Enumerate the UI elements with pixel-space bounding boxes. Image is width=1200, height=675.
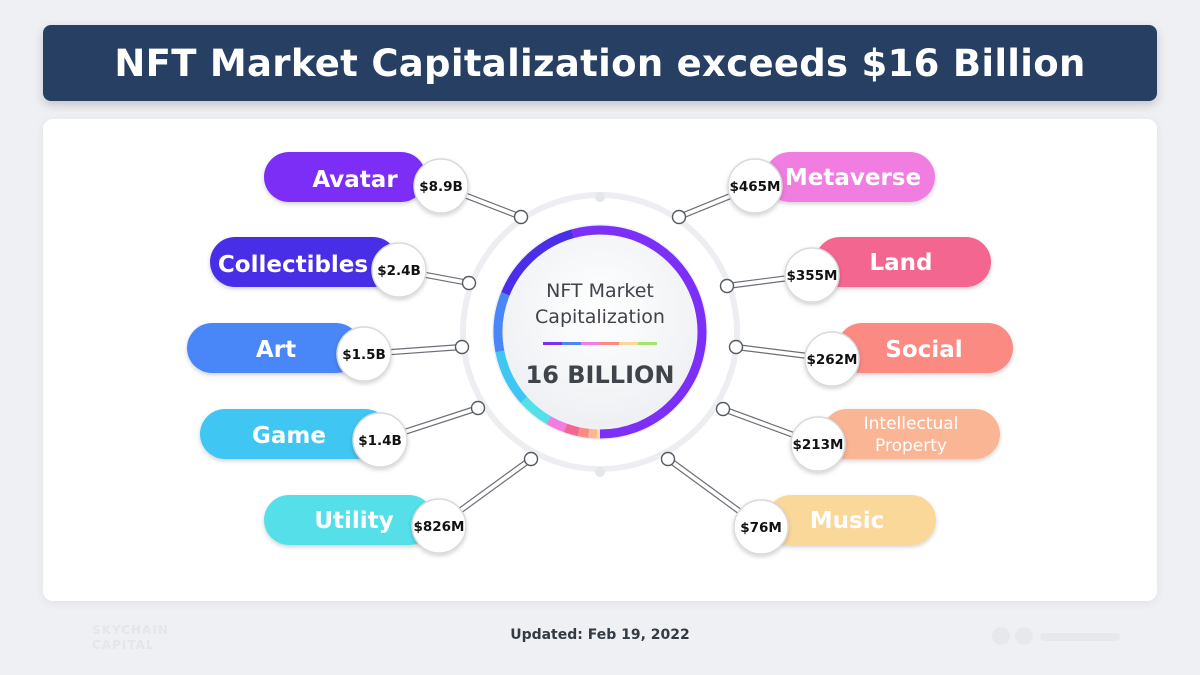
value-badge-utility (411, 498, 467, 554)
value-label-metaverse: $465M (729, 179, 780, 195)
ring-knob-top (595, 192, 605, 202)
social-handle-watermark (988, 624, 1138, 650)
value-label-game: $1.4B (358, 433, 402, 449)
ring-knob-bottom (595, 467, 605, 477)
pill-label-music: Music (810, 508, 884, 534)
pill-label-intellectual-property: Intellectual (864, 414, 959, 434)
value-badge-intellectual-property (790, 416, 846, 472)
social-icon (992, 627, 1010, 645)
donut-slice-utility (520, 396, 552, 425)
handle-placeholder (1040, 633, 1120, 641)
value-badge-music (733, 499, 789, 555)
connector-dot-collectibles (461, 275, 477, 291)
connector-dot-social (728, 339, 744, 355)
center-divider-segment (619, 342, 638, 345)
pill-label-metaverse: Metaverse (785, 165, 921, 191)
value-label-collectibles: $2.4B (377, 263, 421, 279)
updated-date: Updated: Feb 19, 2022 (510, 627, 690, 643)
pill-metaverse (765, 152, 935, 202)
donut-slice-avatar (571, 225, 707, 439)
pill-utility (264, 495, 434, 545)
donut-slice-art (493, 292, 510, 353)
value-badge-collectibles (371, 242, 427, 298)
value-label-social: $262M (806, 352, 857, 368)
title-banner: NFT Market Capitalization exceeds $16 Bi… (43, 25, 1157, 101)
donut-slice-intellectual-property (588, 428, 598, 439)
value-label-land: $355M (786, 268, 837, 284)
pill-label-art: Art (256, 337, 296, 363)
value-badge-art (336, 326, 392, 382)
connector-dot-intellectual-property (715, 401, 731, 417)
value-badge-avatar (413, 158, 469, 214)
connector-dot-avatar (513, 209, 529, 225)
pill-art (187, 323, 361, 373)
center-value: 16 BILLION (526, 361, 675, 389)
pill-music (766, 495, 936, 545)
watermark-line-1: SKYCHAIN (92, 623, 169, 637)
center-divider-segment (543, 342, 562, 345)
pill-label-avatar: Avatar (312, 167, 398, 193)
pill-label-collectibles: Collectibles (218, 252, 368, 278)
connector-dot-land (719, 278, 735, 294)
pill-label-utility: Utility (314, 508, 393, 534)
pill-label-land: Land (869, 250, 932, 276)
value-label-intellectual-property: $213M (792, 437, 843, 453)
donut-slice-game (495, 350, 528, 403)
value-badge-social (804, 331, 860, 387)
pill-land (815, 237, 991, 287)
skychain-logo-watermark: SKYCHAIN CAPITAL (62, 621, 202, 655)
pill-game (200, 409, 390, 459)
pill-avatar (264, 152, 426, 202)
donut-slice-collectibles (501, 229, 575, 296)
connector-dot-music (660, 451, 676, 467)
donut-slice-land (563, 423, 580, 437)
value-badge-land (784, 247, 840, 303)
pill-collectibles (210, 237, 398, 287)
pill-label-social: Social (885, 337, 962, 363)
center-label-line-1: NFT Market (546, 280, 654, 302)
value-badge-metaverse (727, 158, 783, 214)
connector-dot-metaverse (671, 209, 687, 225)
value-label-music: $76M (740, 520, 782, 536)
social-icon (1015, 627, 1033, 645)
center-label-line-2: Capitalization (535, 306, 665, 328)
value-label-avatar: $8.9B (419, 179, 463, 195)
donut-slice-social (577, 427, 590, 438)
pill-label-intellectual-property: Property (875, 436, 947, 456)
value-label-utility: $826M (413, 519, 464, 535)
pill-social (837, 323, 1013, 373)
value-badge-game (352, 412, 408, 468)
value-label-art: $1.5B (342, 347, 386, 363)
pill-label-game: Game (252, 423, 326, 449)
connector-dot-art (454, 339, 470, 355)
pill-intellectual-property (822, 409, 1000, 459)
center-divider-segment (581, 342, 600, 345)
donut-slice-metaverse (546, 416, 567, 433)
donut-center (492, 224, 708, 440)
connector-dot-game (470, 400, 486, 416)
watermark-line-2: CAPITAL (92, 638, 155, 652)
center-divider-segment (562, 342, 581, 345)
center-divider-segment (638, 342, 657, 345)
center-divider-segment (600, 342, 619, 345)
connector-dot-utility (523, 451, 539, 467)
page-title: NFT Market Capitalization exceeds $16 Bi… (114, 41, 1086, 85)
